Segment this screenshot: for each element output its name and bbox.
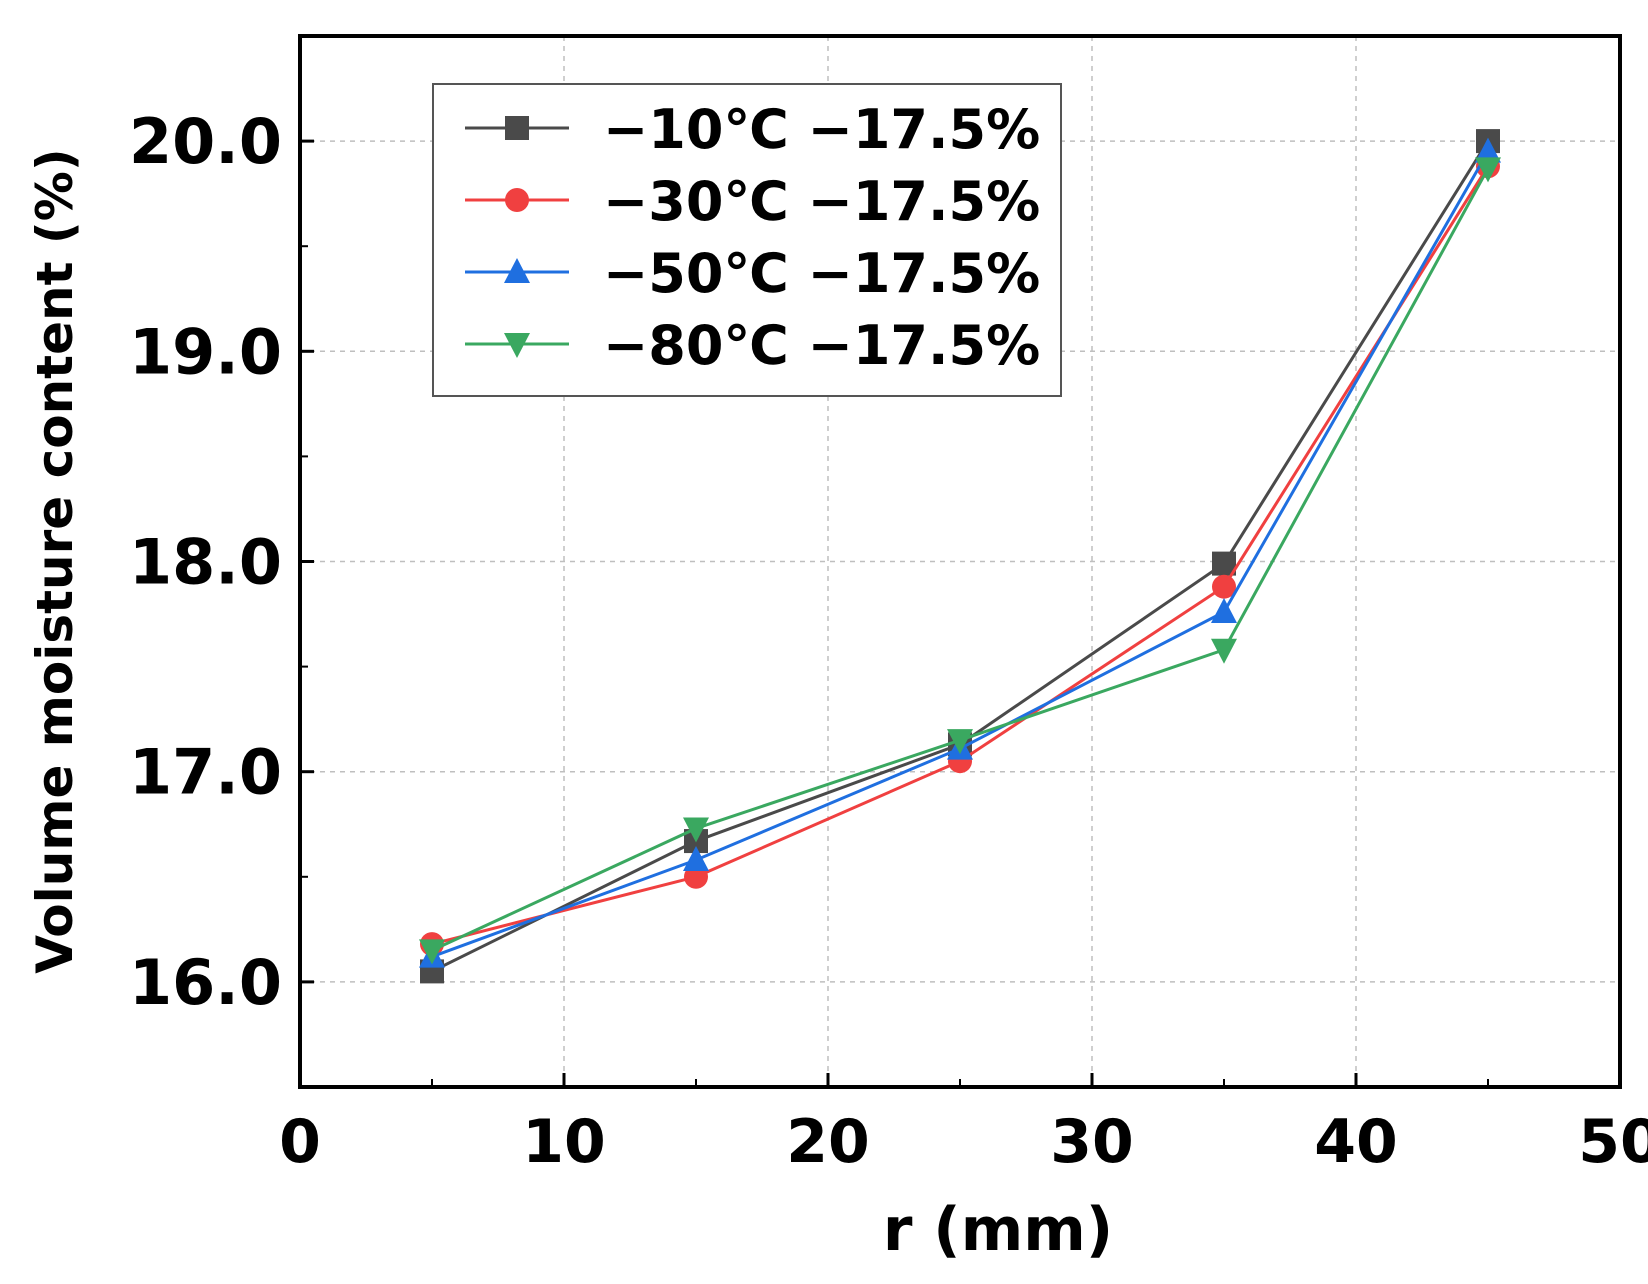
data-point <box>1475 157 1501 183</box>
legend: −10℃ −17.5% −30℃ −17.5% −50℃ −17.5% −80℃ −1… <box>432 83 1062 397</box>
y-axis-title: Volume moisture content (%) <box>26 148 84 973</box>
legend-item: −10℃ −17.5% <box>465 98 1040 161</box>
x-axis-title: r (mm) <box>883 1195 1113 1265</box>
data-point <box>1211 638 1237 664</box>
data-point <box>683 845 709 871</box>
data-point <box>683 817 709 843</box>
legend-marker <box>505 188 529 212</box>
legend-item: −30℃ −17.5% <box>465 170 1040 233</box>
legend-label: −50℃ −17.5% <box>603 242 1040 305</box>
legend-label: −30℃ −17.5% <box>603 170 1040 233</box>
axis-ticks: 0 10 20 30 40 50 16.0 17.0 18.0 19.0 20.0 <box>129 35 1648 1177</box>
x-tick-label: 10 <box>522 1107 606 1177</box>
data-series <box>419 129 1501 984</box>
legend-label: −80℃ −17.5% <box>603 314 1040 377</box>
y-tick-label: 18.0 <box>129 526 282 599</box>
x-tick-label: 50 <box>1578 1107 1648 1177</box>
legend-item: −50℃ −17.5% <box>465 242 1040 305</box>
y-tick-label: 20.0 <box>129 105 282 178</box>
data-point <box>1212 574 1236 599</box>
data-point <box>1475 137 1501 163</box>
x-tick-label: 20 <box>786 1107 870 1177</box>
legend-marker <box>504 333 530 358</box>
legend-item: −80℃ −17.5% <box>465 314 1040 377</box>
data-point <box>419 939 445 965</box>
legend-label: −10℃ −17.5% <box>603 98 1040 161</box>
legend-marker <box>505 116 529 140</box>
data-point <box>1211 597 1237 623</box>
series-4 <box>419 157 1501 965</box>
legend-marker <box>504 258 530 283</box>
x-tick-label: 40 <box>1314 1107 1398 1177</box>
data-point <box>947 729 973 755</box>
y-tick-label: 16.0 <box>129 946 282 1019</box>
x-tick-label: 30 <box>1050 1107 1134 1177</box>
y-tick-label: 19.0 <box>129 315 282 388</box>
y-tick-label: 17.0 <box>129 736 282 809</box>
x-tick-label: 0 <box>279 1107 321 1177</box>
